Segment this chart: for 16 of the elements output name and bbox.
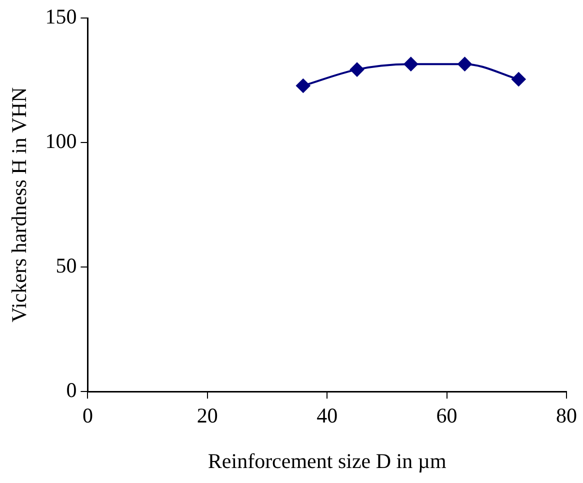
point (404, 57, 418, 72)
y-tick-label: 150 (45, 4, 77, 29)
y-tick-label: 0 (66, 378, 77, 402)
point (296, 78, 310, 93)
point (458, 57, 472, 72)
x-axis-title: Reinforcement size D in µm (208, 448, 446, 473)
point (350, 62, 364, 77)
point (512, 72, 526, 86)
x-tick-label: 0 (82, 404, 93, 428)
y-tick-label: 100 (45, 129, 77, 154)
y-tick-label: 50 (56, 254, 77, 278)
x-tick-label: 20 (196, 404, 218, 428)
x-tick-label: 40 (316, 404, 338, 428)
x-tick-label: 80 (556, 404, 577, 428)
y-axis-title: Vickers hardness H in VHN (7, 87, 32, 322)
x-tick-label: 60 (436, 404, 458, 428)
